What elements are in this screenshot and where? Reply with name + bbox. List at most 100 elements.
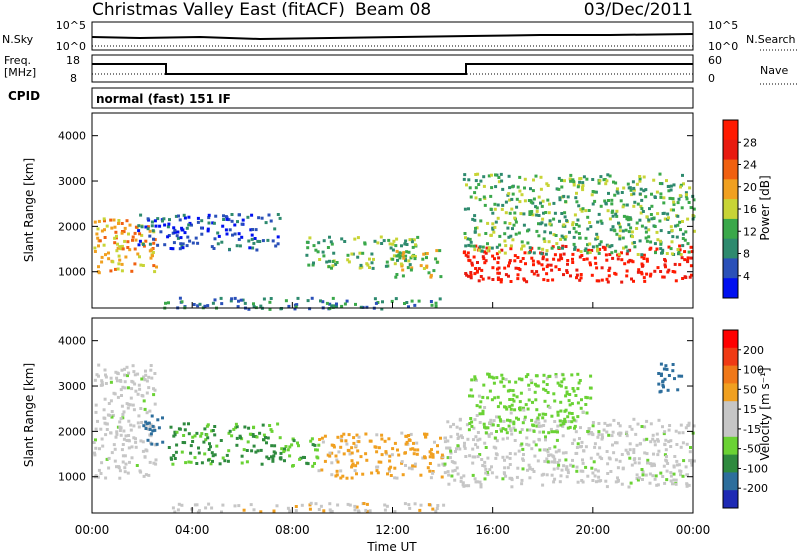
velocity-cell <box>535 418 539 422</box>
velocity-cell <box>499 380 503 384</box>
velocity-cell <box>576 387 580 391</box>
velocity-cell <box>419 473 423 477</box>
power-cell <box>438 249 442 253</box>
velocity-cell <box>667 440 671 444</box>
velocity-cell <box>271 459 275 463</box>
velocity-cell <box>579 426 582 430</box>
velocity-cell <box>267 457 271 461</box>
velocity-cell <box>563 420 567 424</box>
velocity-cell <box>311 443 315 447</box>
power-cell <box>633 245 637 249</box>
power-cell <box>678 244 682 248</box>
power-cell <box>572 235 576 239</box>
power-cell <box>247 239 251 243</box>
velocity-cell <box>463 441 466 445</box>
velocity-cell <box>316 456 320 460</box>
velocity-cell <box>467 484 471 488</box>
nsky-tick-bottom: 10^0 <box>56 40 86 53</box>
power-cell <box>585 257 589 261</box>
velocity-cell <box>407 434 411 437</box>
power-cell <box>493 257 496 261</box>
power-cell <box>662 196 666 200</box>
velocity-cell <box>671 482 674 486</box>
velocity-cell <box>347 433 351 437</box>
power-cell <box>670 240 674 244</box>
power-cell <box>632 188 636 192</box>
velocity-cell <box>605 450 609 453</box>
power-cell <box>159 230 163 234</box>
velocity-cell <box>493 436 497 440</box>
velocity-cell <box>203 452 207 456</box>
velocity-cell <box>653 443 657 447</box>
power-cell <box>543 230 547 234</box>
velocity-cell <box>206 423 210 427</box>
velocity-cell <box>126 374 129 378</box>
power-cell <box>499 278 503 282</box>
velocity-cell <box>465 423 469 427</box>
power-cell <box>608 174 612 178</box>
power-cell <box>472 244 476 248</box>
velocity-cell <box>499 401 502 405</box>
velocity-cell <box>648 472 652 476</box>
velocity-cell <box>677 431 681 435</box>
velocity-cell <box>503 458 506 462</box>
power-cell <box>679 185 682 189</box>
velocity-cell <box>426 466 430 470</box>
power-cell <box>546 278 550 282</box>
colorbar-tick-label: 4 <box>743 270 750 283</box>
velocity-cell <box>663 442 667 446</box>
velocity-cell <box>483 460 487 464</box>
power-cell <box>126 246 130 249</box>
power-cell <box>683 258 687 262</box>
velocity-cell <box>458 417 462 421</box>
velocity-cell <box>237 504 241 508</box>
power-cell <box>464 244 468 248</box>
power-cell <box>401 268 405 272</box>
velocity-cell <box>444 436 447 440</box>
velocity-cell <box>481 464 485 467</box>
velocity-cell <box>145 391 149 395</box>
velocity-cell <box>416 448 420 452</box>
velocity-cell <box>413 464 417 468</box>
velocity-cell <box>207 458 210 462</box>
velocity-cell <box>359 455 363 459</box>
velocity-cell <box>504 428 508 432</box>
velocity-cell <box>243 425 247 429</box>
velocity-cell <box>355 472 358 476</box>
velocity-cell <box>458 447 462 451</box>
velocity-cell <box>553 477 557 481</box>
velocity-cell <box>339 476 343 480</box>
velocity-cell <box>492 419 496 423</box>
power-cell <box>543 240 547 243</box>
power-cell <box>152 237 155 241</box>
velocity-cell <box>385 452 388 456</box>
velocity-cell <box>197 451 201 455</box>
power-cell <box>464 236 467 240</box>
power-cell <box>271 239 275 243</box>
power-cell <box>312 261 315 265</box>
power-cell <box>413 257 417 261</box>
velocity-cell <box>508 452 512 455</box>
power-cell <box>483 250 487 254</box>
velocity-cell <box>132 370 136 374</box>
power-cell <box>594 237 598 241</box>
velocity-cell <box>468 422 472 425</box>
velocity-cell <box>584 465 588 469</box>
velocity-cell <box>415 441 419 445</box>
velocity-cell <box>150 414 154 418</box>
power-cell <box>498 243 502 247</box>
velocity-cell <box>523 415 527 419</box>
velocity-cell <box>542 380 546 384</box>
power-cell <box>98 239 102 243</box>
velocity-cell <box>488 421 492 425</box>
power-cell <box>192 303 196 306</box>
power-cell <box>518 175 522 179</box>
power-cell <box>528 210 532 214</box>
power-cell <box>180 300 184 304</box>
power-cell <box>599 219 603 223</box>
velocity-cell <box>148 433 152 437</box>
velocity-cell <box>676 388 680 392</box>
velocity-cell <box>551 454 555 458</box>
power-cell <box>396 258 399 262</box>
velocity-cell <box>549 453 553 457</box>
